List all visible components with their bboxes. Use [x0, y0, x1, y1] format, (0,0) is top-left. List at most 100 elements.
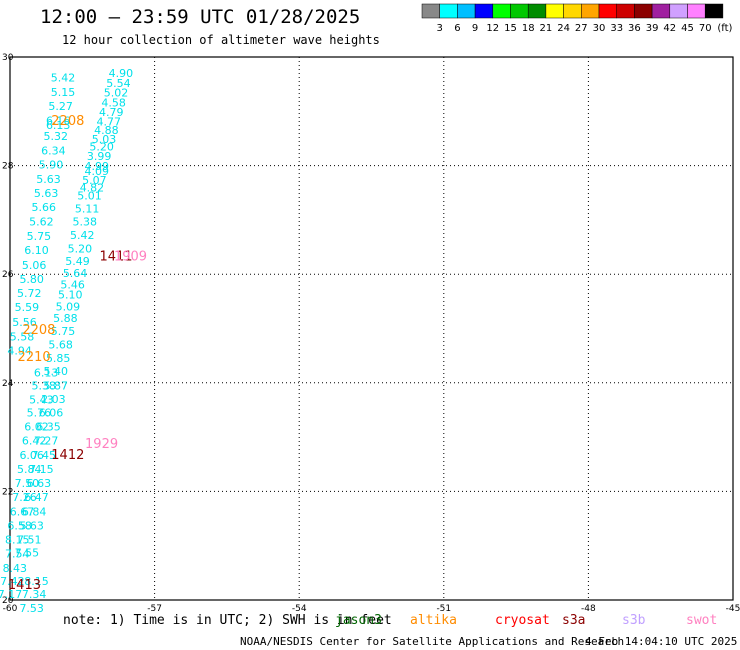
wave-height-label: 7.50	[15, 477, 40, 490]
colorbar-label: 42	[663, 23, 676, 34]
wave-height-label: 6.02	[24, 421, 49, 434]
wave-height-label: 5.20	[89, 140, 114, 153]
colorbar-label: 39	[646, 23, 659, 34]
colorbar-label: 30	[593, 23, 606, 34]
wave-height-label: 8.15	[24, 575, 49, 588]
wave-height-label: 8.15	[5, 534, 30, 547]
wave-height-label: 6.10	[24, 244, 49, 257]
wave-height-label: 5.10	[58, 289, 83, 302]
wave-height-label: 5.01	[77, 189, 102, 202]
wave-height-label: 5.09	[56, 301, 81, 314]
wave-height-label: 6.67	[10, 505, 35, 518]
colorbar-label: 15	[504, 23, 517, 34]
wave-height-label: 5.58	[10, 330, 35, 343]
wave-height-label: 5.56	[12, 316, 37, 329]
wave-height-label: 5.49	[65, 255, 90, 268]
legend-swot: swot	[686, 613, 718, 628]
wave-height-label: 6.16	[46, 114, 71, 127]
legend-cryosat: cryosat	[495, 613, 550, 628]
wave-height-label: 5.63	[36, 173, 61, 186]
wave-height-label: 4.77	[97, 115, 122, 128]
y-tick-label: 22	[2, 487, 13, 497]
wave-height-label: 5.87	[44, 379, 69, 392]
wave-height-label: 5.46	[60, 278, 85, 291]
wave-height-label: 6.63	[27, 477, 52, 490]
wave-height-label: 5.85	[46, 352, 71, 365]
wave-height-label: 5.59	[15, 301, 40, 314]
x-tick-label: -60	[3, 604, 18, 614]
colorbar-label: 24	[557, 23, 570, 34]
colorbar-label: 21	[540, 23, 553, 34]
wave-height-label: 6.84	[22, 505, 47, 518]
wave-height-label: 5.15	[51, 86, 76, 99]
footer-credit: NOAA/NESDIS Center for Satellite Applica…	[240, 635, 625, 648]
wave-height-label: 6.35	[36, 421, 61, 434]
wave-height-label: 5.27	[48, 100, 73, 113]
wave-height-label: 8.43	[3, 562, 28, 575]
wave-height-label: 6.34	[41, 145, 66, 158]
pass-time-label: 2208	[22, 323, 55, 338]
wave-height-label: 6.58	[7, 519, 32, 532]
wave-height-label: 5.38	[72, 215, 97, 228]
legend-altika: altika	[410, 613, 457, 628]
wave-height-label: 5.88	[53, 312, 78, 325]
colorbar-label: 36	[628, 23, 641, 34]
wave-height-label: 7.45	[31, 449, 56, 462]
wave-height-label: 6.13	[34, 366, 59, 379]
legend-s3a: s3a	[562, 613, 586, 628]
colorbar-label: 6	[454, 23, 460, 34]
pass-time-label: 1413	[8, 578, 41, 593]
y-tick-label: 30	[2, 53, 14, 63]
colorbar-legend: 3 6 9 12 15 18 21 24 27 30 33 36 39 42 45 70 (ft)	[421, 3, 733, 34]
wave-height-label: 5.80	[19, 273, 44, 286]
footer-date: 4 Feb 14:04:10 UTC 2025	[585, 635, 738, 648]
wave-height-label: 5.64	[63, 267, 88, 280]
wave-height-label: 5.07	[82, 174, 107, 187]
wave-height-label: 3.99	[87, 150, 112, 163]
wave-height-label: 4.90	[109, 67, 134, 80]
wave-height-label: 4.58	[101, 96, 126, 109]
wave-height-label: 5.75	[51, 325, 76, 338]
wave-height-label: 4.82	[80, 182, 105, 195]
wave-height-label: 4.94	[7, 345, 32, 358]
wave-height-label: 4.79	[99, 106, 124, 119]
wave-height-label: 7.51	[17, 534, 42, 547]
colorbar-label: 9	[472, 23, 478, 34]
pass-time-label: 1411	[99, 250, 132, 265]
colorbar-label: 27	[575, 23, 588, 34]
wave-height-label: 7.27	[34, 435, 59, 448]
wave-height-label: 5.72	[17, 287, 42, 300]
colorbar-label: 3	[437, 23, 443, 34]
colorbar-swatch	[704, 3, 724, 19]
wave-height-label: 4.09	[85, 165, 110, 178]
x-tick-label: -57	[147, 604, 162, 614]
wave-height-label: 5.02	[104, 87, 129, 100]
y-tick-label: 20	[2, 596, 14, 606]
wave-height-label: 5.66	[31, 201, 56, 214]
wave-height-label: 7.53	[19, 602, 44, 615]
pass-time-label: 1909	[114, 250, 147, 265]
wave-height-label: 5.75	[27, 230, 52, 243]
wave-height-label: 7.26	[12, 491, 37, 504]
wave-height-label: 5.63	[34, 187, 59, 200]
pass-time-label: 1412	[51, 448, 84, 463]
wave-height-label: 5.62	[29, 215, 54, 228]
wave-height-label: 7.34	[22, 588, 47, 601]
wave-height-label: 6.06	[19, 449, 44, 462]
wave-height-label: 5.20	[68, 242, 93, 255]
colorbar-unit: (ft)	[717, 23, 732, 34]
wave-height-label: 5.11	[75, 202, 100, 215]
plot-frame	[9, 56, 734, 601]
wave-height-label: 6.06	[39, 406, 64, 419]
wave-height-label: 6.42	[22, 435, 47, 448]
colorbar-label: 18	[522, 23, 535, 34]
wave-height-label: 4.99	[85, 160, 110, 173]
legend-jason3: jason3	[335, 613, 382, 628]
wave-height-label: 5.40	[44, 365, 69, 378]
y-tick-label: 28	[2, 162, 14, 172]
wave-height-label: 4.88	[94, 124, 119, 137]
wave-height-label: 5.03	[92, 133, 117, 146]
chart-title: 12:00 — 23:59 UTC 01/28/2025	[40, 6, 361, 28]
pass-time-label: 2210	[18, 350, 51, 365]
